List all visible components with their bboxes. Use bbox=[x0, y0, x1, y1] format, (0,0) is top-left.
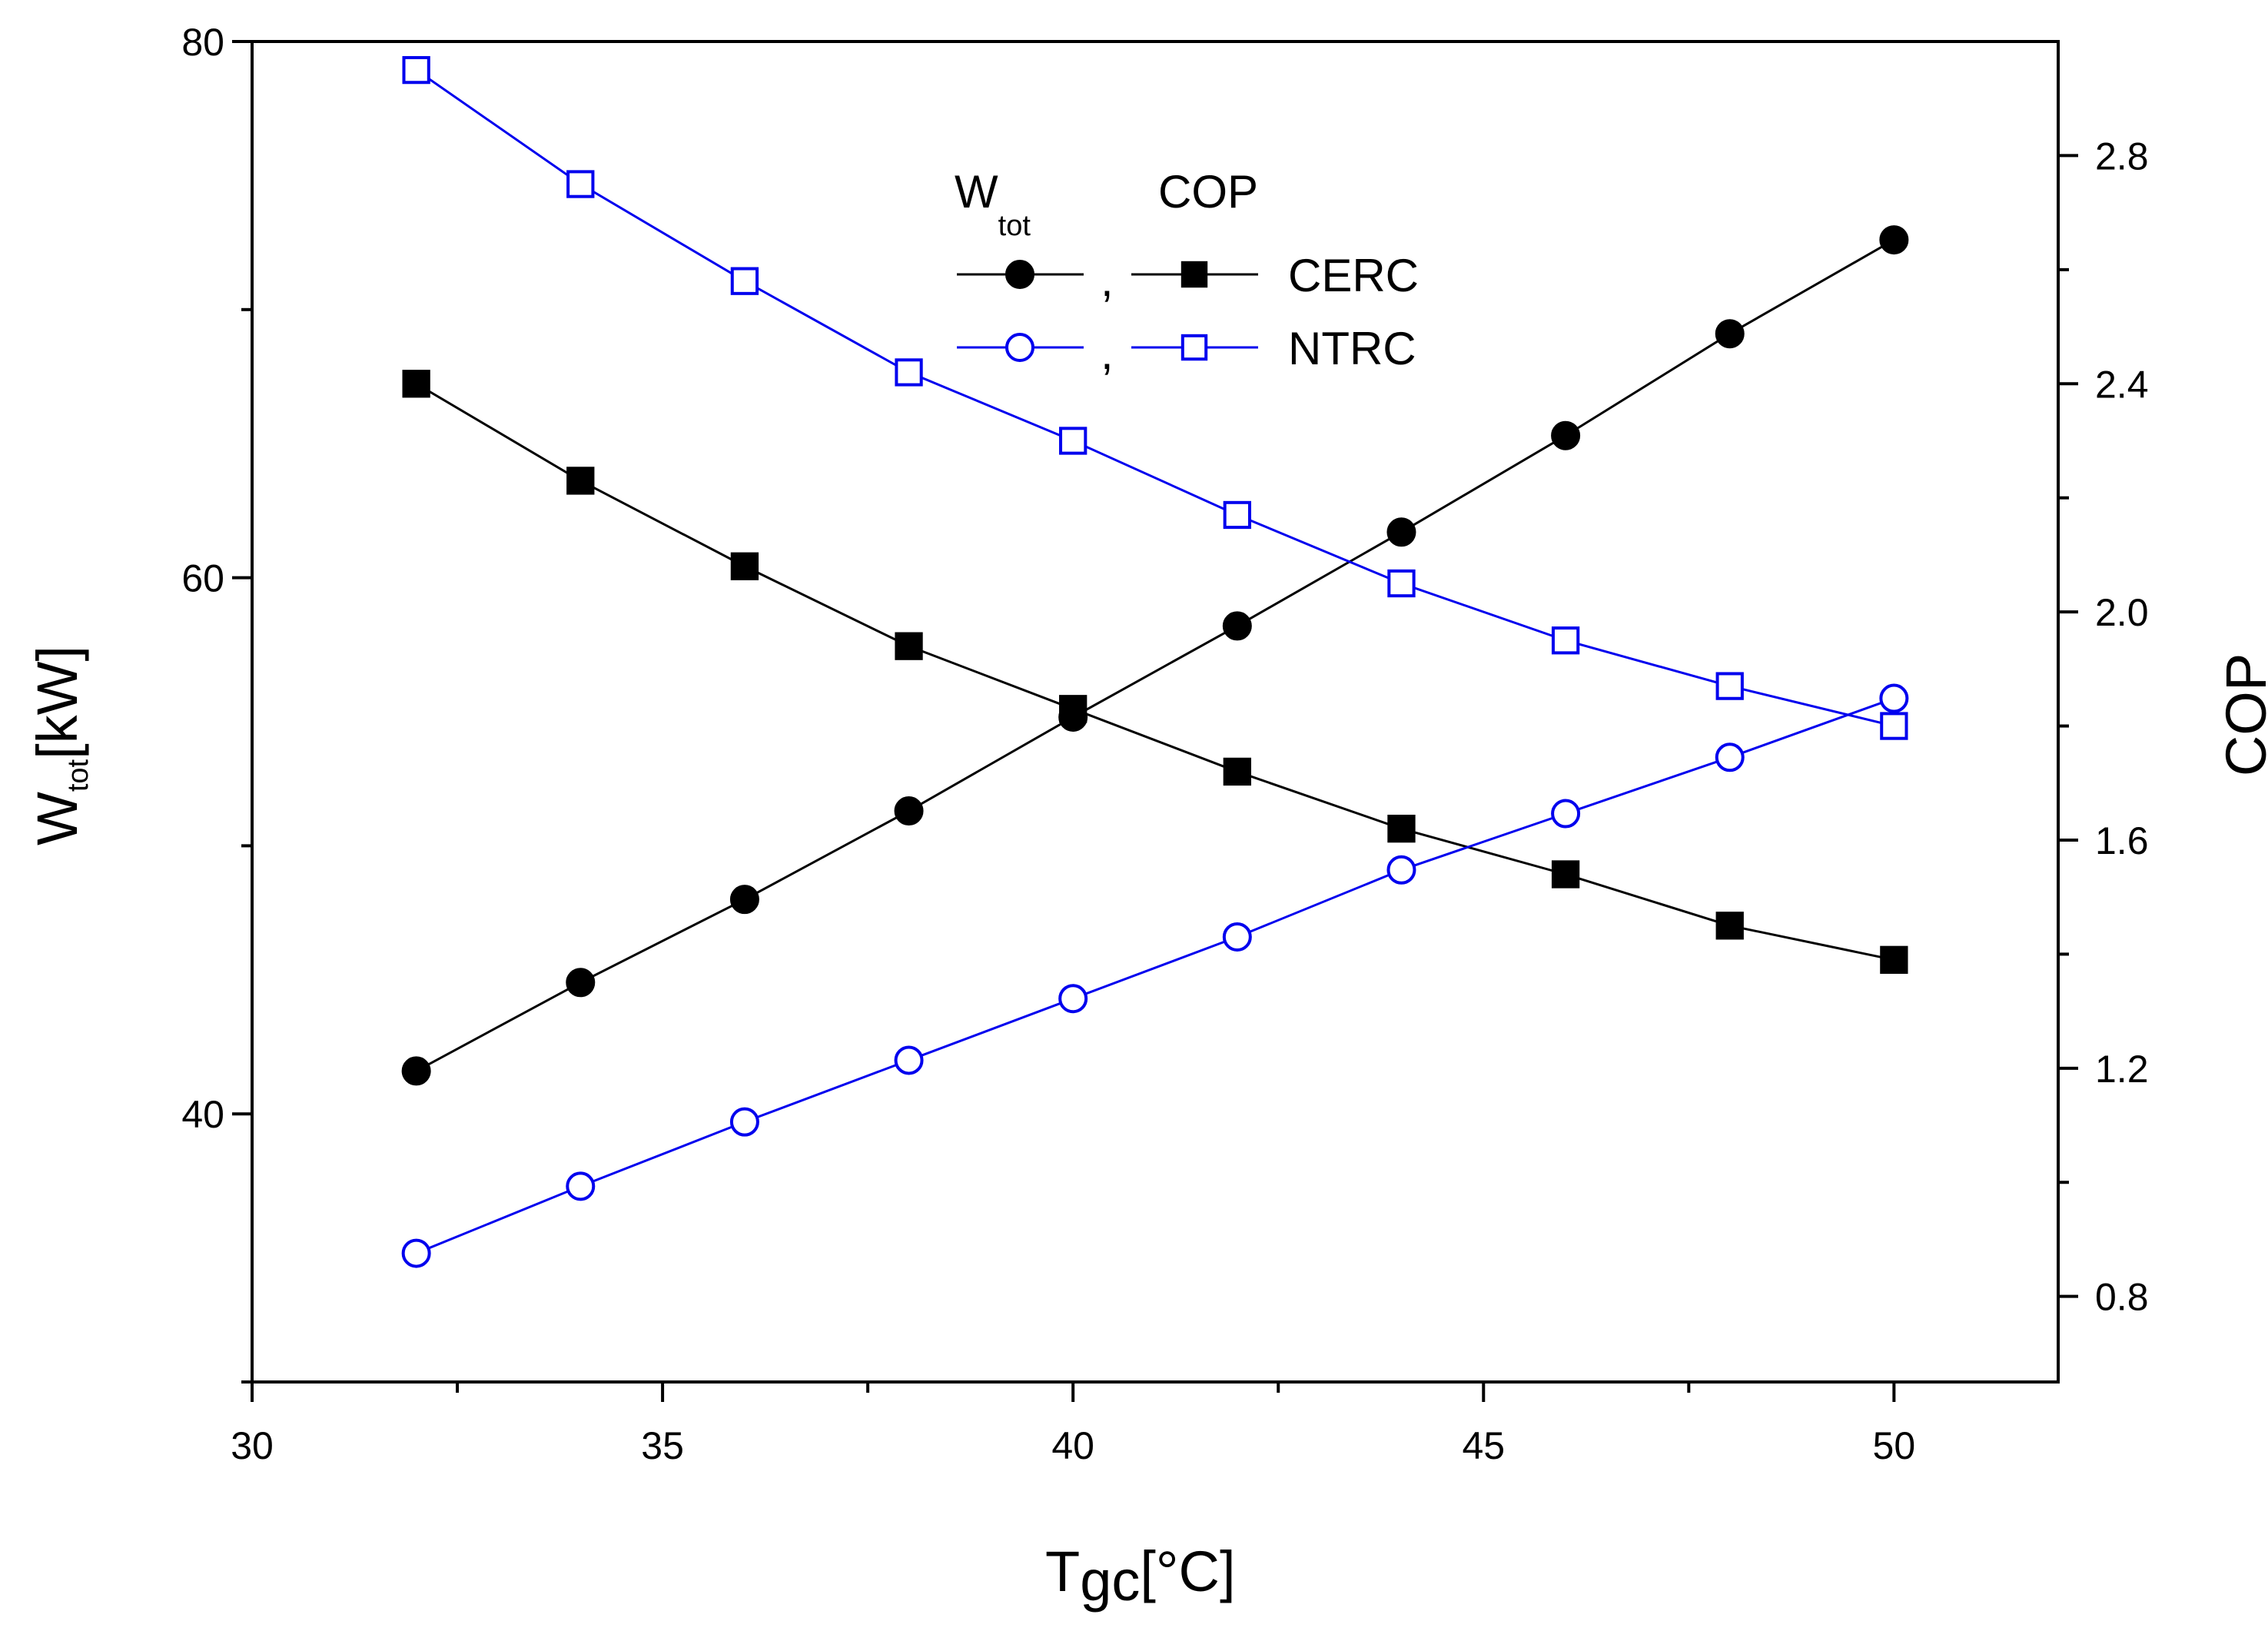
data-point bbox=[1879, 683, 1909, 713]
series-line bbox=[415, 238, 1895, 1072]
series-line bbox=[415, 68, 1894, 728]
data-point bbox=[1551, 420, 1581, 450]
x-axis-title-sub: gc bbox=[1080, 1549, 1140, 1613]
data-point bbox=[730, 267, 759, 295]
x-tick-label: 50 bbox=[1873, 1424, 1916, 1467]
legend-row-ntrc: , NTRC bbox=[957, 323, 1416, 379]
series-ntrc-cop bbox=[402, 55, 1908, 740]
data-point bbox=[1880, 712, 1908, 740]
legend-header-cop: COP bbox=[1158, 166, 1258, 218]
data-point bbox=[1715, 742, 1745, 772]
data-point bbox=[1223, 500, 1251, 530]
data-point bbox=[566, 170, 595, 198]
legend-label: CERC bbox=[1288, 250, 1419, 301]
y-left-tick-label: 80 bbox=[181, 21, 224, 64]
data-point bbox=[1387, 569, 1416, 598]
y-left-axis-title: Wtot[kW] bbox=[25, 646, 95, 845]
data-point bbox=[1715, 912, 1744, 940]
series-line bbox=[416, 697, 1894, 1254]
axis-ticks: 30 35 40 45 50 40 60 80 0.8 1.2 1.6 2.0 2.4 2.8 bbox=[181, 21, 2148, 1467]
y-right-tick-label: 1.6 bbox=[2095, 819, 2149, 862]
legend-marker-square bbox=[1180, 334, 1208, 361]
legend-separator: , bbox=[1101, 327, 1114, 379]
legend-header-w: Wtot bbox=[955, 166, 1031, 242]
data-point bbox=[1222, 611, 1252, 641]
series-cerc-cop bbox=[402, 370, 1908, 974]
data-point bbox=[1386, 855, 1416, 885]
x-tick-label: 35 bbox=[641, 1424, 684, 1467]
data-point bbox=[1058, 984, 1088, 1014]
data-point bbox=[895, 632, 923, 660]
series-line bbox=[415, 382, 1894, 962]
data-point bbox=[730, 552, 759, 580]
data-point bbox=[729, 885, 759, 915]
data-point bbox=[1715, 672, 1744, 700]
data-point bbox=[894, 1045, 924, 1075]
x-tick-label: 40 bbox=[1051, 1424, 1094, 1467]
data-point bbox=[1059, 695, 1088, 723]
y-left-tick-label: 60 bbox=[181, 557, 224, 600]
data-point bbox=[566, 968, 596, 998]
series-layer bbox=[401, 55, 1909, 1268]
y-left-tick-label: 40 bbox=[181, 1093, 224, 1136]
y-left-axis-title-main: W bbox=[25, 792, 89, 845]
data-point bbox=[1059, 427, 1088, 455]
y-left-axis-title-unit: [kW] bbox=[25, 646, 89, 759]
legend-label: NTRC bbox=[1288, 323, 1416, 374]
y-right-tick-label: 1.2 bbox=[2095, 1048, 2149, 1091]
data-point bbox=[566, 467, 595, 495]
data-point bbox=[1551, 799, 1581, 829]
x-axis-title-unit: [°C] bbox=[1140, 1540, 1235, 1603]
data-point bbox=[1386, 517, 1416, 547]
legend-row-cerc: , CERC bbox=[957, 250, 1419, 306]
data-point bbox=[894, 796, 924, 826]
data-point bbox=[1551, 860, 1580, 889]
data-point bbox=[1551, 626, 1580, 655]
x-axis-title: Tgc[°C] bbox=[1045, 1540, 1236, 1613]
y-right-tick-label: 0.8 bbox=[2095, 1276, 2149, 1319]
data-point bbox=[1715, 319, 1745, 349]
data-point bbox=[1879, 225, 1909, 255]
x-tick-label: 30 bbox=[231, 1424, 274, 1467]
data-point bbox=[402, 55, 430, 85]
data-point bbox=[401, 1056, 431, 1086]
data-point bbox=[1880, 945, 1908, 974]
y-right-tick-label: 2.8 bbox=[2095, 135, 2149, 178]
y-left-axis-title-sub: tot bbox=[62, 759, 95, 792]
legend-marker-circle bbox=[1005, 260, 1034, 289]
x-tick-label: 45 bbox=[1462, 1424, 1505, 1467]
series-ntrc-w-tot bbox=[401, 683, 1909, 1268]
x-axis-title-main: T bbox=[1045, 1540, 1080, 1603]
data-point bbox=[1222, 922, 1252, 952]
legend-marker-circle bbox=[1005, 333, 1034, 362]
legend-marker-square bbox=[1180, 261, 1208, 288]
data-point bbox=[895, 358, 923, 387]
data-point bbox=[401, 1238, 431, 1268]
data-point bbox=[566, 1171, 596, 1201]
plot-frame bbox=[251, 40, 2060, 1384]
data-point bbox=[402, 370, 430, 398]
legend: Wtot COP, CERC, NTRC bbox=[955, 166, 1419, 379]
data-point bbox=[1387, 814, 1416, 843]
y-right-axis-title: COP bbox=[2214, 653, 2268, 776]
legend-header-w-main: W bbox=[955, 166, 998, 218]
series-cerc-w-tot bbox=[401, 225, 1909, 1086]
legend-separator: , bbox=[1101, 254, 1114, 306]
data-point bbox=[1223, 757, 1251, 786]
y-right-tick-label: 2.4 bbox=[2095, 363, 2149, 406]
legend-header-w-sub: tot bbox=[998, 210, 1031, 242]
y-right-tick-label: 2.0 bbox=[2095, 591, 2149, 634]
data-point bbox=[729, 1107, 759, 1137]
